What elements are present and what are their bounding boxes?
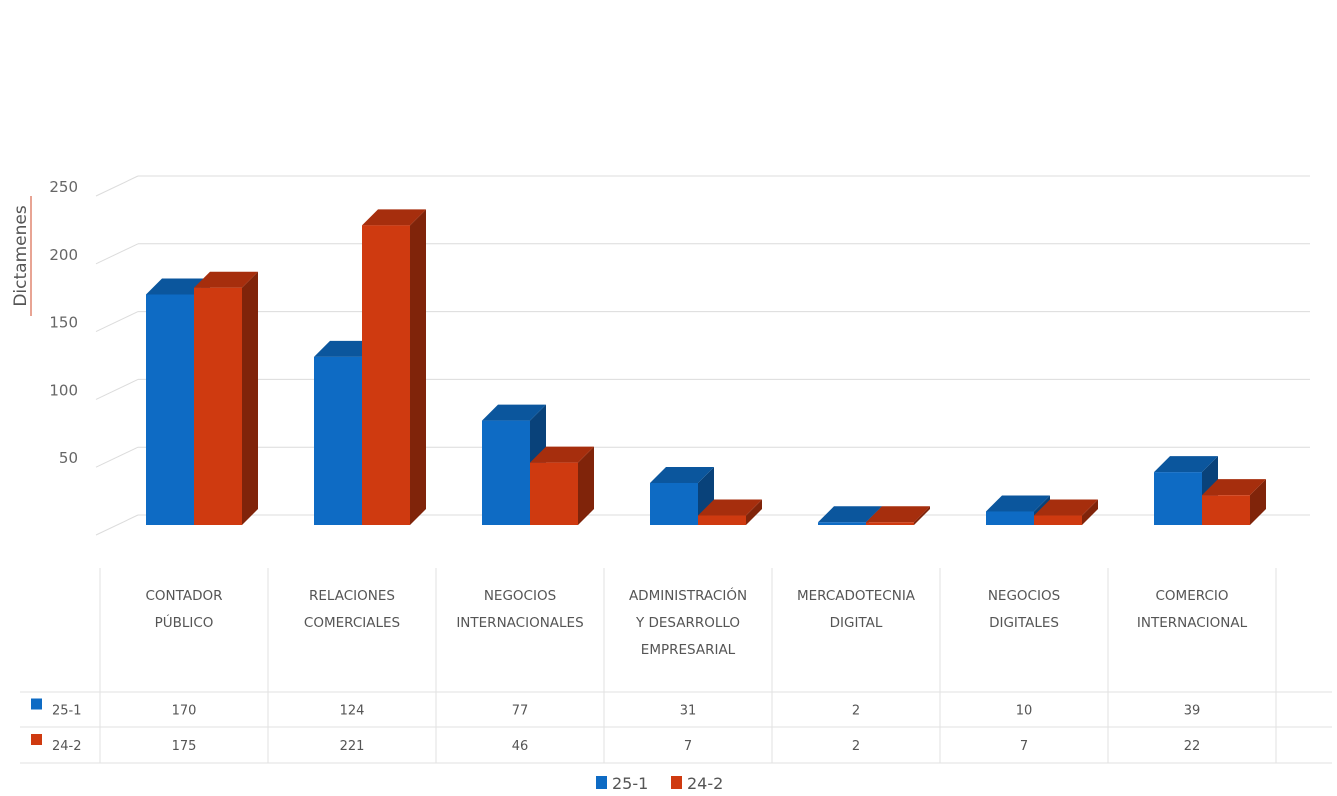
bar-front <box>194 287 242 525</box>
category-label: INTERNACIONALES <box>456 615 583 631</box>
gridline-diagonal <box>95 175 139 197</box>
table-row-label: 24-2 <box>52 739 82 754</box>
legend: 25-1 24-2 <box>596 774 723 793</box>
category-label: EMPRESARIAL <box>641 642 736 658</box>
y-tick-label: 100 <box>49 381 78 399</box>
category-label: NEGOCIOS <box>484 588 556 604</box>
bar-top <box>530 446 594 463</box>
bar-side <box>914 506 930 525</box>
bar-24-2-1 <box>362 209 426 525</box>
bar-front <box>146 294 194 525</box>
gridline-diagonal <box>95 446 139 468</box>
bar-side <box>242 271 258 525</box>
bar-side <box>1250 479 1266 525</box>
bar-25-1-6 <box>1154 456 1218 525</box>
table-cell-value: 77 <box>512 704 529 719</box>
gridline-diagonal <box>95 378 139 400</box>
category-label: RELACIONES <box>309 588 395 604</box>
legend-label: 25-1 <box>612 774 648 793</box>
y-tick-label: 150 <box>49 314 78 332</box>
bar-24-2-6 <box>1202 479 1266 525</box>
table-cell-value: 31 <box>680 704 697 719</box>
category-label: ADMINISTRACIÓN <box>629 586 747 604</box>
bar-top <box>698 499 762 516</box>
bar-top <box>482 404 546 421</box>
table-cell-value: 221 <box>340 739 365 754</box>
bar-front <box>1154 472 1202 525</box>
bar-front <box>866 522 914 525</box>
gridline-diagonal <box>95 311 139 333</box>
legend-swatch <box>671 776 682 789</box>
table-cell-value: 170 <box>172 704 197 719</box>
bar-top <box>818 506 882 523</box>
table-cell-value: 175 <box>172 739 197 754</box>
bar-24-2-2 <box>530 446 594 525</box>
bar-top <box>866 506 930 523</box>
bar-top <box>986 495 1050 512</box>
bar-front <box>1034 515 1082 525</box>
category-label: COMERCIALES <box>304 615 400 631</box>
bar-front <box>818 522 866 525</box>
gridline-diagonal <box>95 514 139 536</box>
category-label: PÚBLICO <box>155 613 214 631</box>
table-cell-value: 39 <box>1184 704 1201 719</box>
bar-front <box>314 356 362 525</box>
gridline-diagonal <box>95 243 139 265</box>
category-label: DIGITALES <box>989 615 1059 631</box>
bar-front <box>482 420 530 525</box>
data-table: CONTADOR PÚBLICO RELACIONES COMERCIALES NEGO… <box>20 568 1332 764</box>
bars <box>146 209 1266 525</box>
y-tick-label: 200 <box>49 246 78 264</box>
category-label: DIGITAL <box>830 615 883 631</box>
legend-label: 24-2 <box>687 774 723 793</box>
table-cell-value: 2 <box>852 739 860 754</box>
bar-top <box>1154 456 1218 473</box>
table-row-label: 25-1 <box>52 704 82 719</box>
category-label: NEGOCIOS <box>988 588 1060 604</box>
bar-front <box>362 225 410 525</box>
bar-front <box>698 515 746 525</box>
bar-top <box>1034 499 1098 516</box>
bar-top <box>650 466 714 483</box>
bar-top <box>1202 479 1266 496</box>
table-legend-swatch <box>31 698 42 710</box>
category-label: INTERNACIONAL <box>1137 615 1248 631</box>
bar-24-2-5 <box>1034 499 1098 525</box>
category-label: MERCADOTECNIA <box>797 588 916 604</box>
bar-top <box>362 209 426 226</box>
table-cell-value: 124 <box>340 704 365 719</box>
bar-24-2-0 <box>194 271 258 525</box>
category-label: CONTADOR <box>146 588 223 604</box>
table-cell-value: 2 <box>852 704 860 719</box>
bar-top <box>194 271 258 288</box>
table-cell-value: 46 <box>512 739 529 754</box>
table-cell-value: 7 <box>684 739 692 754</box>
y-tick-label: 50 <box>59 449 78 467</box>
bar-front <box>1202 495 1250 525</box>
bar-side <box>578 446 594 525</box>
table-cell-value: 22 <box>1184 739 1201 754</box>
category-label: COMERCIO <box>1156 588 1229 604</box>
table-legend-swatch <box>31 734 42 745</box>
table-cell-value: 7 <box>1020 739 1028 754</box>
bar-side <box>1082 499 1098 525</box>
bar-side <box>746 499 762 525</box>
bar-25-1-3 <box>650 466 714 525</box>
table-cell-value: 10 <box>1016 704 1033 719</box>
category-label: Y DESARROLLO <box>635 615 740 631</box>
bar-front <box>986 511 1034 525</box>
bar-24-2-3 <box>698 499 762 525</box>
y-axis-label: Dictamenes <box>11 205 31 306</box>
legend-swatch <box>596 776 607 789</box>
y-tick-label: 250 <box>49 178 78 196</box>
bar-24-2-4 <box>866 506 930 525</box>
bar-front <box>530 462 578 525</box>
bar-front <box>650 482 698 525</box>
y-axis-ticks: 50 100 150 200 250 <box>49 178 78 467</box>
bar-side <box>410 209 426 525</box>
